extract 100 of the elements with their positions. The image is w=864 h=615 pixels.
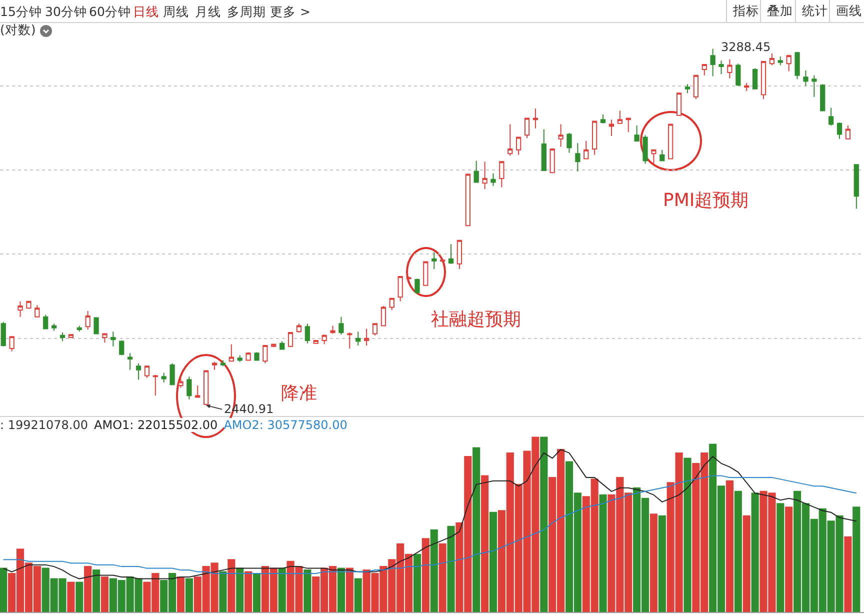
- bar: [422, 538, 430, 612]
- candlestick: [566, 132, 572, 154]
- bar: [354, 578, 362, 612]
- candlestick: [440, 258, 446, 262]
- candlestick: [398, 276, 403, 302]
- candlestick: [322, 334, 327, 345]
- candlestick: [136, 362, 142, 380]
- candlestick: [246, 352, 251, 361]
- candlestick: [26, 300, 32, 309]
- candlestick: [423, 261, 428, 286]
- candlestick: [626, 118, 631, 133]
- candlestick: [9, 336, 14, 352]
- candlestick: [524, 118, 530, 139]
- candlestick: [608, 119, 614, 136]
- candlestick: [634, 124, 640, 142]
- text: 15分钟: [0, 4, 42, 21]
- bar: [228, 559, 236, 612]
- candlestick: [347, 332, 352, 349]
- candlestick: [845, 124, 851, 140]
- candlestick: [228, 344, 234, 362]
- bar: [658, 515, 666, 612]
- bar: [219, 571, 227, 612]
- bar: [244, 571, 252, 612]
- candlestick: [170, 362, 175, 386]
- bar: [734, 490, 742, 612]
- candlestick: [508, 124, 513, 156]
- bar: [742, 515, 750, 612]
- candlestick: [102, 333, 108, 344]
- text: 多周期: [227, 4, 266, 21]
- text: 指标: [726, 0, 765, 22]
- candlestick: [212, 361, 218, 370]
- candlestick: [482, 161, 488, 190]
- candlestick: [668, 124, 674, 160]
- candlestick: [152, 374, 158, 396]
- candlestick: [558, 124, 564, 148]
- candlestick: [338, 316, 344, 336]
- candlestick: [204, 370, 209, 406]
- bar: [337, 568, 345, 612]
- candlestick: [34, 304, 40, 318]
- candlestick: [18, 300, 23, 318]
- text: 30分钟: [45, 4, 87, 21]
- candlestick: [128, 352, 133, 370]
- candlestick: [414, 278, 420, 295]
- bar: [785, 506, 793, 612]
- candlestick: [60, 332, 66, 342]
- candlestick: [0, 321, 6, 347]
- candlestick: [794, 51, 800, 80]
- candlestick: [736, 63, 741, 86]
- bar: [346, 568, 354, 612]
- candlestick: [110, 331, 116, 347]
- bar: [438, 543, 446, 612]
- candlestick: [119, 340, 124, 356]
- text: (对数): [0, 22, 36, 37]
- candlestick: [304, 323, 310, 344]
- candlestick: [330, 325, 336, 334]
- candlestick: [178, 377, 184, 388]
- bar: [304, 570, 312, 612]
- candlestick: [51, 323, 57, 332]
- bar: [76, 582, 84, 612]
- candlestick: [575, 142, 580, 172]
- bar: [430, 529, 438, 612]
- text: 叠加: [760, 0, 799, 22]
- text: 日线: [133, 4, 159, 21]
- candlestick: [803, 70, 808, 86]
- bar: [751, 492, 759, 612]
- candlestick: [752, 68, 758, 90]
- bar: [480, 475, 489, 612]
- candlestick: [836, 122, 842, 140]
- candlestick: [786, 54, 792, 72]
- bar: [472, 447, 480, 612]
- candlestick: [161, 372, 166, 384]
- text: 周线: [163, 4, 189, 21]
- annotation: 3288.45: [721, 40, 771, 54]
- bar: [278, 568, 286, 612]
- candlestick: [144, 366, 150, 378]
- candlestick: [448, 244, 454, 264]
- bar: [599, 494, 607, 612]
- candlestick: [828, 107, 834, 126]
- candlestick: [812, 74, 817, 98]
- candlestick: [254, 352, 260, 361]
- candlestick: [684, 84, 690, 94]
- candlestick: [660, 149, 665, 162]
- candlestick: [550, 148, 555, 174]
- annotation: PMI超预期: [663, 190, 749, 211]
- bar: [540, 436, 548, 612]
- candlestick: [356, 331, 361, 346]
- candlestick: [592, 120, 598, 156]
- candlestick: [76, 325, 82, 332]
- candlestick: [718, 60, 724, 75]
- candlestick: [43, 314, 48, 330]
- bar: [489, 512, 498, 612]
- candlestick: [262, 345, 268, 364]
- candlestick: [710, 48, 716, 77]
- candlestick: [456, 240, 462, 270]
- candlestick: [389, 298, 394, 311]
- candlestick: [676, 92, 682, 116]
- text: 画线: [829, 0, 864, 22]
- bar: [0, 568, 8, 612]
- candlestick: [296, 323, 302, 333]
- bar: [776, 503, 784, 612]
